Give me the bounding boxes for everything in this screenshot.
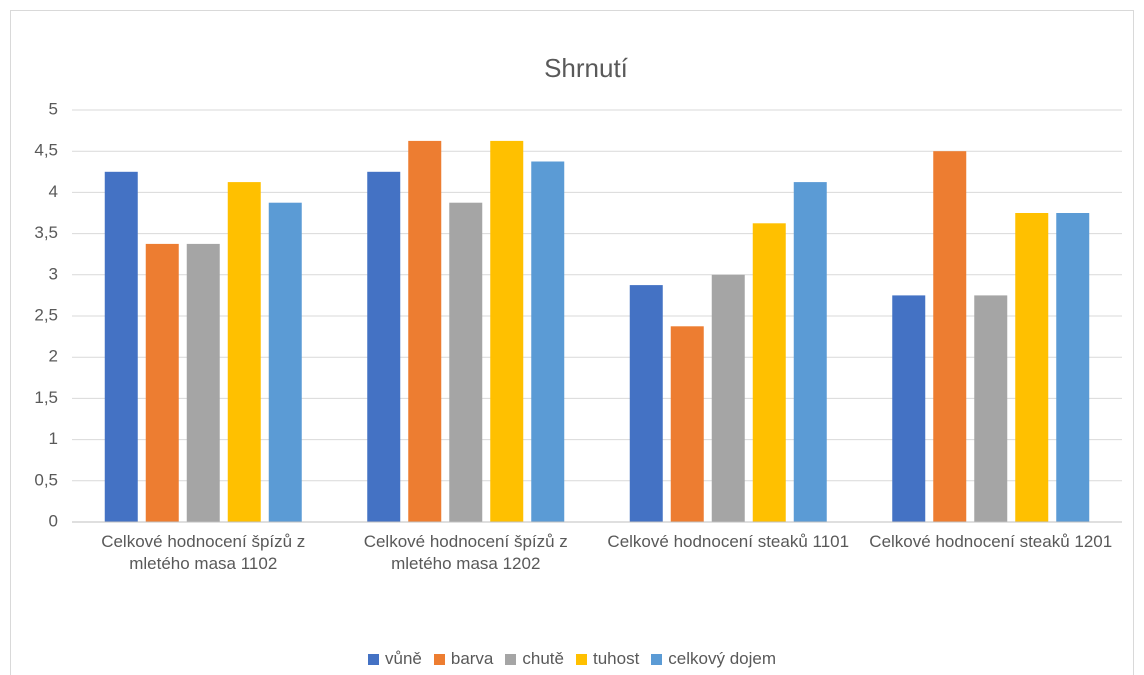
y-tick-label: 3,5 [34, 223, 58, 242]
y-tick-label: 4,5 [34, 141, 58, 160]
x-tick-label: Celkové hodnocení špízů z mletého masa 1… [101, 532, 306, 573]
bar [892, 295, 926, 522]
legend-swatch [575, 653, 587, 665]
bar [1015, 213, 1049, 522]
legend-swatch [367, 653, 379, 665]
bar [974, 295, 1008, 522]
y-tick-label: 2,5 [34, 305, 58, 324]
legend: vůně barva chutě tuhost celkový dojem [0, 649, 1144, 669]
legend-item: chutě [505, 649, 564, 669]
bar [711, 274, 745, 522]
x-tick-label: Celkové hodnocení steaků 1101 [607, 532, 850, 551]
bar [670, 326, 704, 522]
bar [104, 171, 138, 523]
legend-item: barva [433, 649, 494, 669]
x-tick-label: Celkové hodnocení steaků 1201 [869, 532, 1113, 551]
legend-item: celkový dojem [651, 649, 776, 669]
x-tick-label: Celkové hodnocení špízů z mletého masa 1… [363, 532, 568, 573]
bar [1056, 213, 1090, 522]
bar [629, 285, 663, 522]
bar [227, 182, 261, 522]
bar [268, 202, 302, 522]
legend-label: celkový dojem [668, 649, 777, 668]
legend-swatch [651, 653, 663, 665]
bar [145, 243, 179, 522]
legend-label: vůně [384, 649, 422, 668]
bar [367, 171, 401, 523]
legend-label: chutě [522, 649, 564, 668]
bar [793, 182, 827, 522]
bar [490, 140, 524, 522]
bar [449, 202, 483, 522]
bar [933, 151, 967, 522]
y-tick-label: 3 [49, 264, 58, 283]
y-tick-label: 0,5 [34, 470, 58, 489]
y-tick-label: 1,5 [34, 388, 58, 407]
bar [186, 243, 220, 522]
legend-label: tuhost [592, 649, 640, 668]
bar [408, 140, 442, 522]
y-tick-label: 2 [49, 347, 58, 366]
legend-item: vůně [367, 649, 422, 669]
chart-title: Shrnutí [544, 53, 629, 83]
legend-swatch [433, 653, 445, 665]
y-tick-label: 5 [49, 99, 58, 118]
y-tick-label: 4 [49, 182, 58, 201]
legend-swatch [505, 653, 517, 665]
y-tick-label: 1 [49, 429, 58, 448]
bar [752, 223, 786, 523]
y-tick-label: 0 [49, 511, 58, 530]
bar [531, 161, 565, 522]
legend-item: tuhost [575, 649, 640, 669]
chart-border [10, 10, 1134, 675]
legend-label: barva [450, 649, 494, 668]
